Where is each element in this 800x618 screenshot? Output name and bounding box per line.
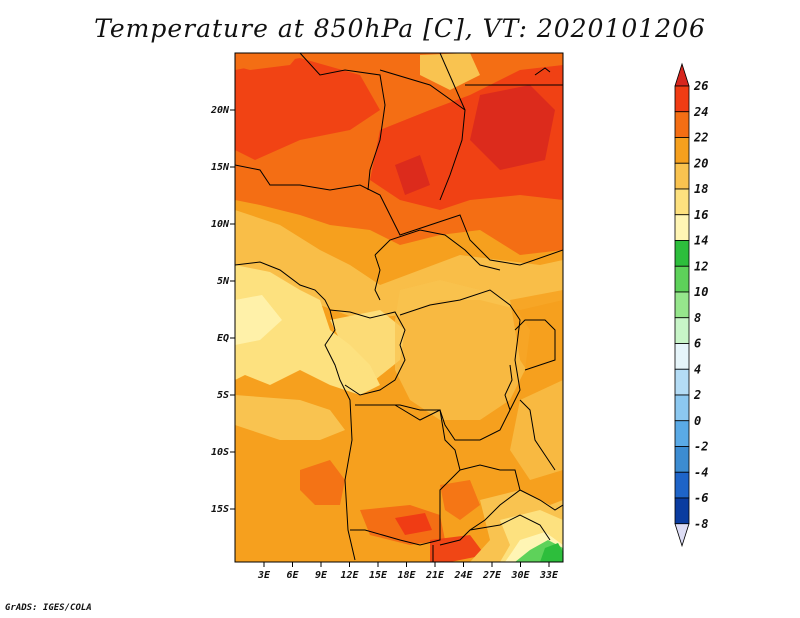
colorbar-swatch xyxy=(674,137,690,164)
colorbar-swatch xyxy=(674,446,690,473)
footer-credit: GrADS: IGES/COLA xyxy=(5,603,92,613)
colorbar-swatch xyxy=(674,265,690,293)
lon-label: 15E xyxy=(369,570,388,581)
red-sea-coast xyxy=(534,67,551,76)
lat-label: 15N xyxy=(211,162,230,173)
lat-label: 15S xyxy=(211,504,229,515)
colorbar-swatch xyxy=(674,188,690,216)
border-car xyxy=(374,229,501,271)
colorbar-swatch xyxy=(674,497,690,525)
border-drc xyxy=(394,289,521,441)
lake-tanganyika xyxy=(504,364,513,411)
colorbar-swatch xyxy=(674,111,690,138)
border-uganda xyxy=(514,319,556,371)
field-24-26-south xyxy=(430,535,485,562)
lon-label: 33E xyxy=(539,570,559,581)
field-22-24-angola-w xyxy=(300,460,345,505)
temperature-field xyxy=(235,53,563,562)
lat-label: EQ xyxy=(217,333,229,344)
border-niger-chad xyxy=(299,53,386,191)
lon-label: 18E xyxy=(397,570,416,581)
lon-label: 27E xyxy=(482,570,502,581)
colorbar-label: 18 xyxy=(694,182,708,196)
lon-label: 6E xyxy=(286,570,299,581)
lat-label: 5N xyxy=(217,276,230,287)
colorbar-swatch xyxy=(674,394,690,422)
colorbar-swatch xyxy=(674,471,690,499)
coastlines-borders xyxy=(235,53,563,562)
colorbar-upper-arrow xyxy=(674,62,690,87)
colorbar-label: 24 xyxy=(693,105,708,119)
colorbar-swatch xyxy=(674,240,690,267)
colorbar-swatch xyxy=(674,214,690,241)
field-18-20-atlantic xyxy=(235,395,345,440)
field-26-core-east xyxy=(470,85,555,170)
border-gabon-congo xyxy=(329,309,406,396)
colorbar-label: 12 xyxy=(694,259,708,273)
border-libya xyxy=(379,69,466,111)
colorbar-label: 22 xyxy=(693,131,708,145)
colorbar-label: 2 xyxy=(693,388,701,402)
border-zambia xyxy=(439,464,521,546)
border-malawi xyxy=(519,489,563,511)
lon-label: 24E xyxy=(453,570,473,581)
field-24-26-angola xyxy=(395,513,432,535)
colorbar-label: 16 xyxy=(694,208,708,222)
colorbar-label: 4 xyxy=(694,362,701,376)
field-16-18-west xyxy=(235,265,380,395)
field-24-26-nw xyxy=(235,58,380,160)
border-cameroon xyxy=(374,254,381,301)
lon-label: 12E xyxy=(340,570,359,581)
border-chad-sudan xyxy=(439,53,466,201)
field-10-12-se xyxy=(540,543,563,562)
colorbar-swatch xyxy=(674,343,690,370)
field-cool-notch xyxy=(420,53,480,90)
colorbar-swatch xyxy=(674,162,690,190)
lon-label: 30E xyxy=(510,570,530,581)
field-top-left xyxy=(235,53,300,70)
colorbar-lower-arrow xyxy=(674,523,690,548)
colorbar-label: 6 xyxy=(694,337,701,351)
colorbar-swatch xyxy=(674,291,690,319)
border-tanzania xyxy=(519,399,556,471)
colorbar-label: -6 xyxy=(694,491,708,505)
field-16-18-gabon xyxy=(330,310,405,380)
longitude-axis: 3E 6E 9E 12E 15E 18E 21E 24E 27E 30E 33E xyxy=(257,562,559,581)
lon-label: 3E xyxy=(257,570,271,581)
lat-label: 10N xyxy=(211,219,230,230)
colorbar-swatch xyxy=(674,85,690,113)
border-sahel xyxy=(235,164,563,266)
coastline-west xyxy=(235,261,356,561)
lon-label: 21E xyxy=(425,570,445,581)
colorbar-label: -4 xyxy=(694,465,708,479)
colorbar-label: 8 xyxy=(694,311,701,325)
colorbar-swatch xyxy=(674,317,690,344)
colorbar-label: 10 xyxy=(694,285,708,299)
colorbar-label: -8 xyxy=(694,517,708,531)
colorbar-label: 20 xyxy=(693,156,708,170)
colorbar-swatch xyxy=(674,420,690,447)
field-14-16-gulf xyxy=(235,295,282,345)
chart-title: Temperature at 850hPa [C], VT: 202010120… xyxy=(94,14,706,43)
map-frame xyxy=(234,52,564,563)
border-zimbabwe xyxy=(469,514,551,541)
field-26-core-center xyxy=(395,155,430,195)
colorbar-label: 26 xyxy=(693,79,708,93)
colorbar-swatch xyxy=(674,368,690,396)
lon-label: 9E xyxy=(315,570,328,581)
lat-label: 5S xyxy=(217,390,229,401)
field-22-24-zambia xyxy=(440,480,480,520)
field-20-22-east xyxy=(510,290,563,390)
colorbar-label: 14 xyxy=(694,234,708,248)
colorbar-label: 0 xyxy=(694,414,701,428)
colorbar-label: -2 xyxy=(694,440,708,454)
lat-label: 10S xyxy=(211,447,229,458)
field-18-20-congo xyxy=(395,280,530,420)
lat-label: 20N xyxy=(210,105,230,116)
field-18-20-tanzania xyxy=(510,380,563,480)
latitude-axis: 20N 15N 10N 5N EQ 5S 10S 15S xyxy=(210,105,235,515)
